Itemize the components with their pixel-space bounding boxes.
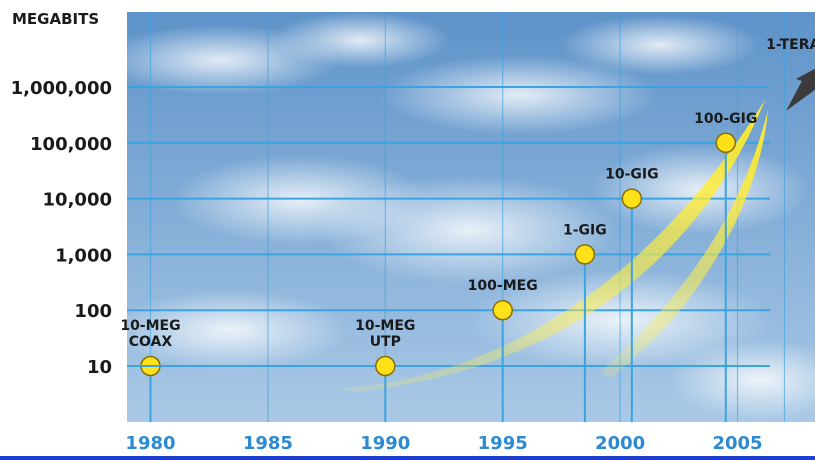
point-5 xyxy=(715,132,737,154)
y-tick-label: 1,000 xyxy=(55,245,112,266)
speed-streaks xyxy=(340,100,768,392)
x-tick-label: 1980 xyxy=(125,433,175,454)
x-tick-label: 2000 xyxy=(595,433,645,454)
point-1 xyxy=(375,355,396,377)
x-tick-label: 2005 xyxy=(712,433,762,454)
point-label-2-0: 100-MEG xyxy=(468,278,538,294)
point-label-0-1: COAX xyxy=(129,334,173,350)
point-arrow-6 xyxy=(785,68,815,111)
point-2 xyxy=(492,299,513,321)
y-tick-label: 100,000 xyxy=(30,134,112,155)
x-tick-label: 1990 xyxy=(360,433,410,454)
y-tick-label: 1,000,000 xyxy=(11,78,112,99)
point-label-1-0: 10-MEG xyxy=(355,318,415,334)
axes: MEGABITS 10 100 1,000 10,000 100,000 1,000,000… xyxy=(11,10,763,454)
x-tick-label: 1985 xyxy=(243,433,293,454)
point-label-1-1: UTP xyxy=(370,334,401,350)
y-tick-label: 10 xyxy=(87,357,112,378)
point-label-6: 1-TERABIT xyxy=(766,37,815,53)
y-axis-title: MEGABITS xyxy=(12,10,99,28)
point-3 xyxy=(574,244,596,265)
bottom-rule xyxy=(0,456,815,460)
point-4 xyxy=(621,188,643,209)
y-tick-label: 10,000 xyxy=(43,190,112,211)
x-tick-label: 1995 xyxy=(478,433,528,454)
point-label-4-0: 10-GIG xyxy=(605,167,658,183)
data-points: 10-MEGCOAX10-MEGUTP100-MEG1-GIG10-GIG100… xyxy=(120,37,815,422)
y-tick-label: 100 xyxy=(74,301,112,322)
point-label-3-0: 1-GIG xyxy=(563,222,607,238)
point-label-0-0: 10-MEG xyxy=(120,318,180,334)
point-label-5-0: 100-GIG xyxy=(694,111,757,127)
